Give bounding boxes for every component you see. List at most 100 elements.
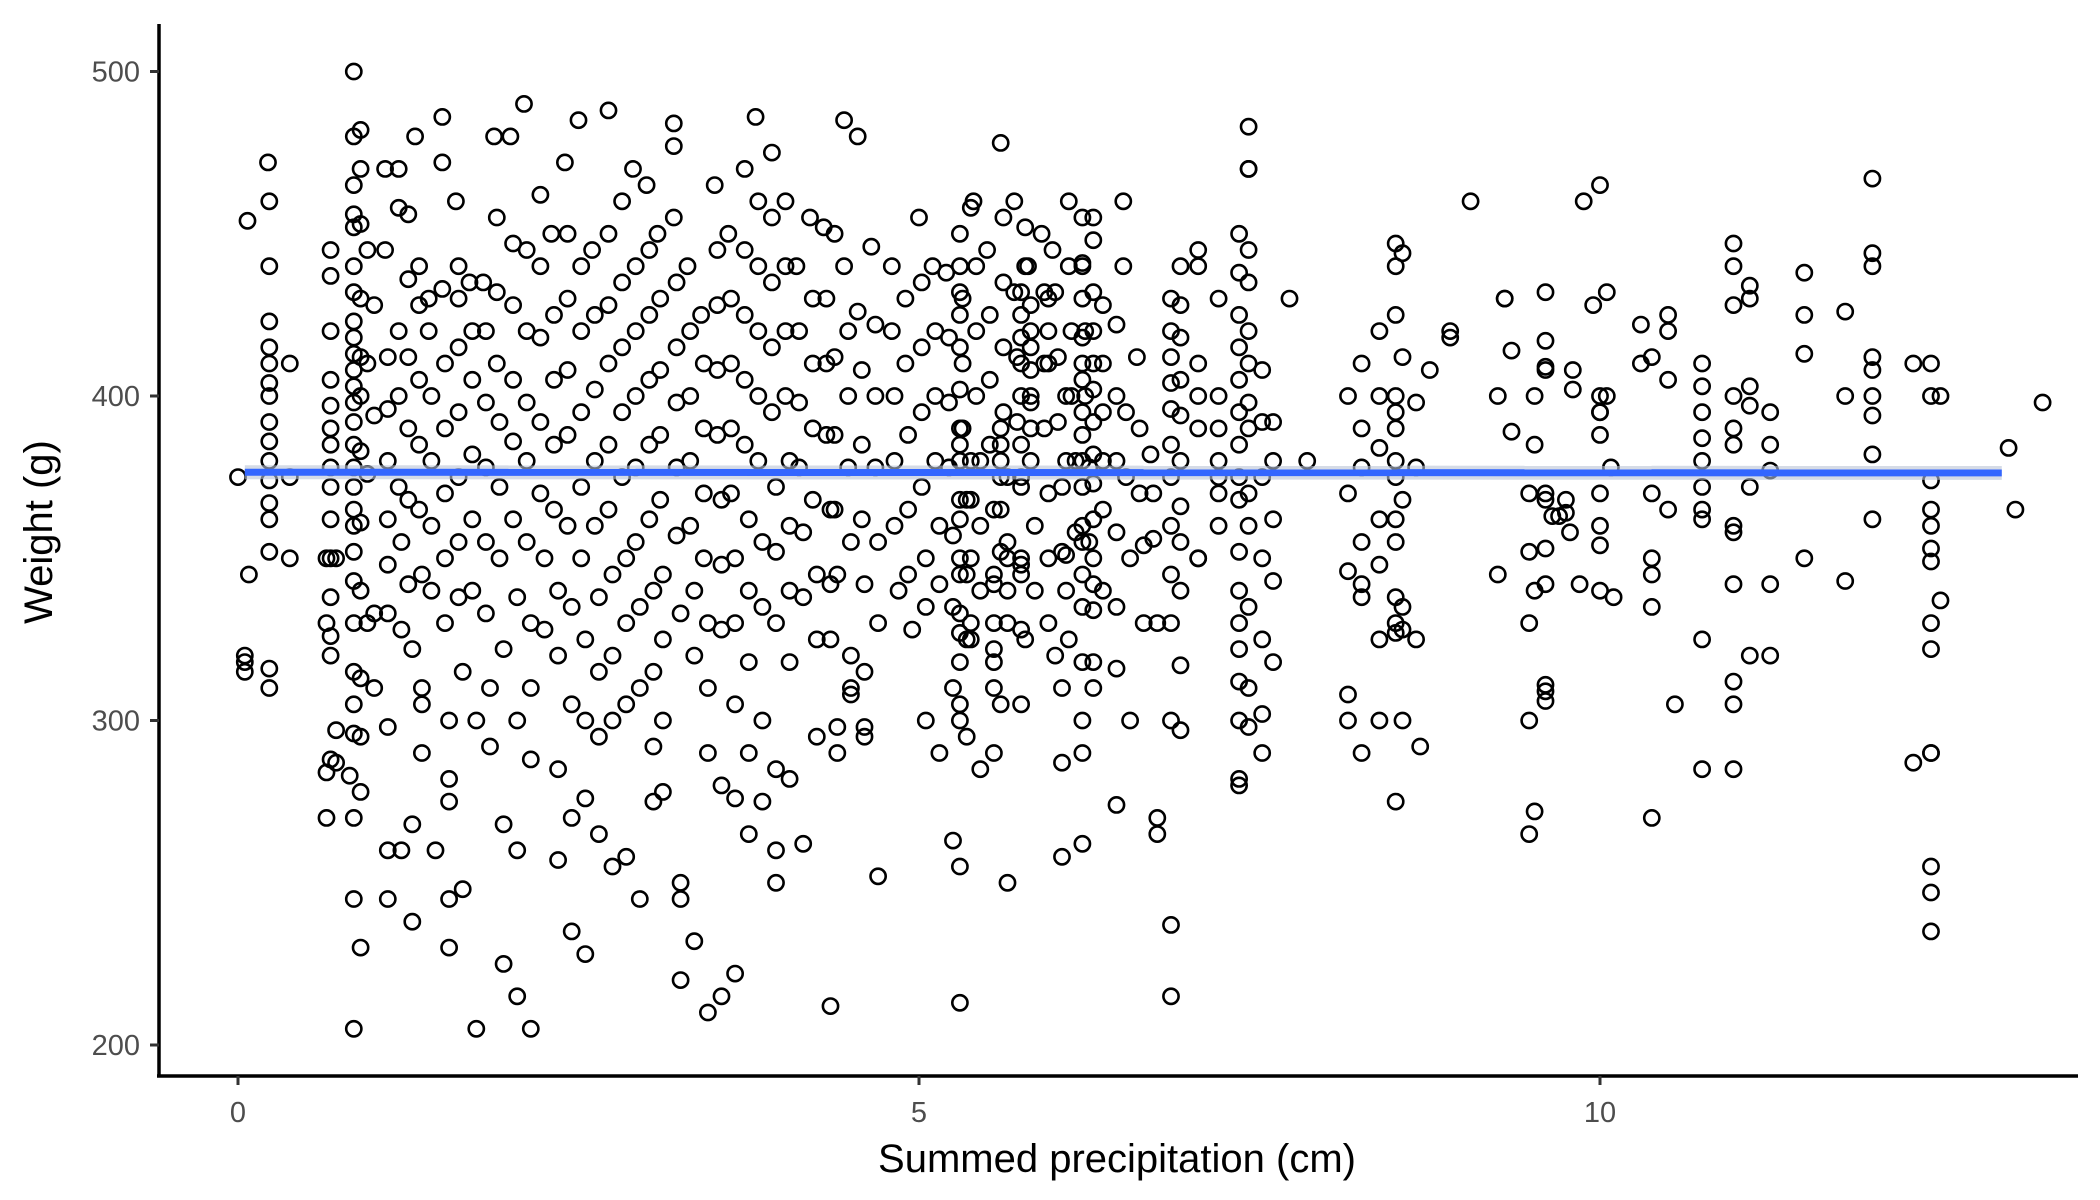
data-point [842, 646, 860, 665]
data-point [2006, 500, 2025, 519]
data-point [476, 533, 495, 551]
data-point [433, 279, 452, 298]
data-point [930, 744, 949, 762]
data-point [1032, 224, 1051, 243]
data-point [1591, 484, 1609, 503]
data-point [630, 890, 649, 908]
data-point [722, 419, 740, 438]
data-point [436, 354, 454, 373]
data-point [957, 565, 976, 584]
data-point [1536, 490, 1555, 509]
data-point [869, 614, 887, 632]
data-point [613, 338, 631, 357]
data-point [410, 257, 428, 276]
data-point [617, 614, 636, 632]
data-point [419, 322, 438, 340]
x-axis-title: Summed precipitation (cm) [878, 1137, 1356, 1181]
data-point [1740, 289, 1759, 308]
data-point [599, 296, 618, 314]
data-point [626, 533, 645, 551]
data-point [1863, 169, 1882, 188]
data-point [719, 224, 738, 243]
data-point [1021, 387, 1040, 405]
data-point [980, 370, 999, 389]
data-point [585, 380, 604, 399]
data-point [1597, 387, 1616, 405]
data-point [1162, 516, 1180, 535]
data-point [842, 533, 860, 551]
data-point [1591, 403, 1609, 422]
data-point [1084, 283, 1103, 302]
data-point [916, 549, 935, 568]
data-point [603, 711, 622, 730]
data-point [664, 114, 683, 133]
data-point [1393, 348, 1412, 366]
data-point [463, 510, 482, 529]
data-point [681, 516, 700, 535]
data-point [1922, 744, 1940, 762]
data-point [1922, 387, 1940, 405]
data-point [985, 744, 1003, 762]
data-point [412, 679, 431, 697]
data-point [1570, 575, 1589, 594]
data-point [835, 111, 853, 130]
data-point [1057, 387, 1075, 405]
data-point [1370, 510, 1389, 529]
data-point [1162, 987, 1180, 1006]
data-point [951, 490, 969, 509]
data-point [944, 831, 962, 850]
data-point [260, 510, 279, 529]
data-point [1370, 438, 1389, 457]
data-point [463, 445, 482, 464]
data-point [708, 241, 727, 259]
data-point [1230, 224, 1248, 243]
data-point [476, 322, 495, 340]
data-point [463, 322, 482, 340]
y-tick-label: 200 [92, 1030, 140, 1062]
data-point [855, 575, 874, 594]
data-point [1420, 361, 1439, 379]
data-point [321, 646, 340, 665]
data-point [882, 257, 901, 276]
data-point [365, 604, 384, 623]
data-point [1084, 653, 1103, 671]
data-point [317, 809, 336, 827]
data-point [1016, 218, 1035, 237]
data-point [1073, 598, 1092, 616]
data-point [321, 241, 340, 259]
data-point [1239, 322, 1258, 340]
data-point [399, 205, 418, 224]
data-point [1039, 614, 1058, 632]
data-point [399, 419, 418, 438]
data-point [671, 604, 690, 623]
data-point [1407, 630, 1425, 649]
data-point [1386, 419, 1405, 438]
data-point [1536, 539, 1555, 558]
data-point [1502, 341, 1521, 360]
data-point [726, 695, 744, 714]
data-point [410, 370, 428, 389]
data-point [446, 192, 465, 211]
data-point [327, 721, 345, 740]
data-point [410, 500, 428, 519]
data-point [1107, 523, 1126, 542]
data-point [1536, 575, 1555, 594]
data-point [1393, 490, 1412, 509]
y-tick-label: 300 [92, 706, 140, 738]
data-point [1604, 588, 1623, 607]
data-point [685, 646, 704, 665]
data-point [440, 711, 458, 730]
data-point [412, 565, 431, 584]
data-point [1073, 425, 1092, 444]
data-point [1761, 403, 1780, 422]
data-point [344, 890, 363, 908]
data-point [613, 403, 631, 422]
data-point [378, 890, 397, 908]
data-point [603, 857, 622, 876]
data-point [839, 322, 858, 340]
data-point [463, 581, 482, 600]
data-point [967, 387, 986, 405]
data-point [1922, 614, 1940, 632]
data-point [1525, 387, 1544, 405]
data-point [828, 744, 847, 762]
